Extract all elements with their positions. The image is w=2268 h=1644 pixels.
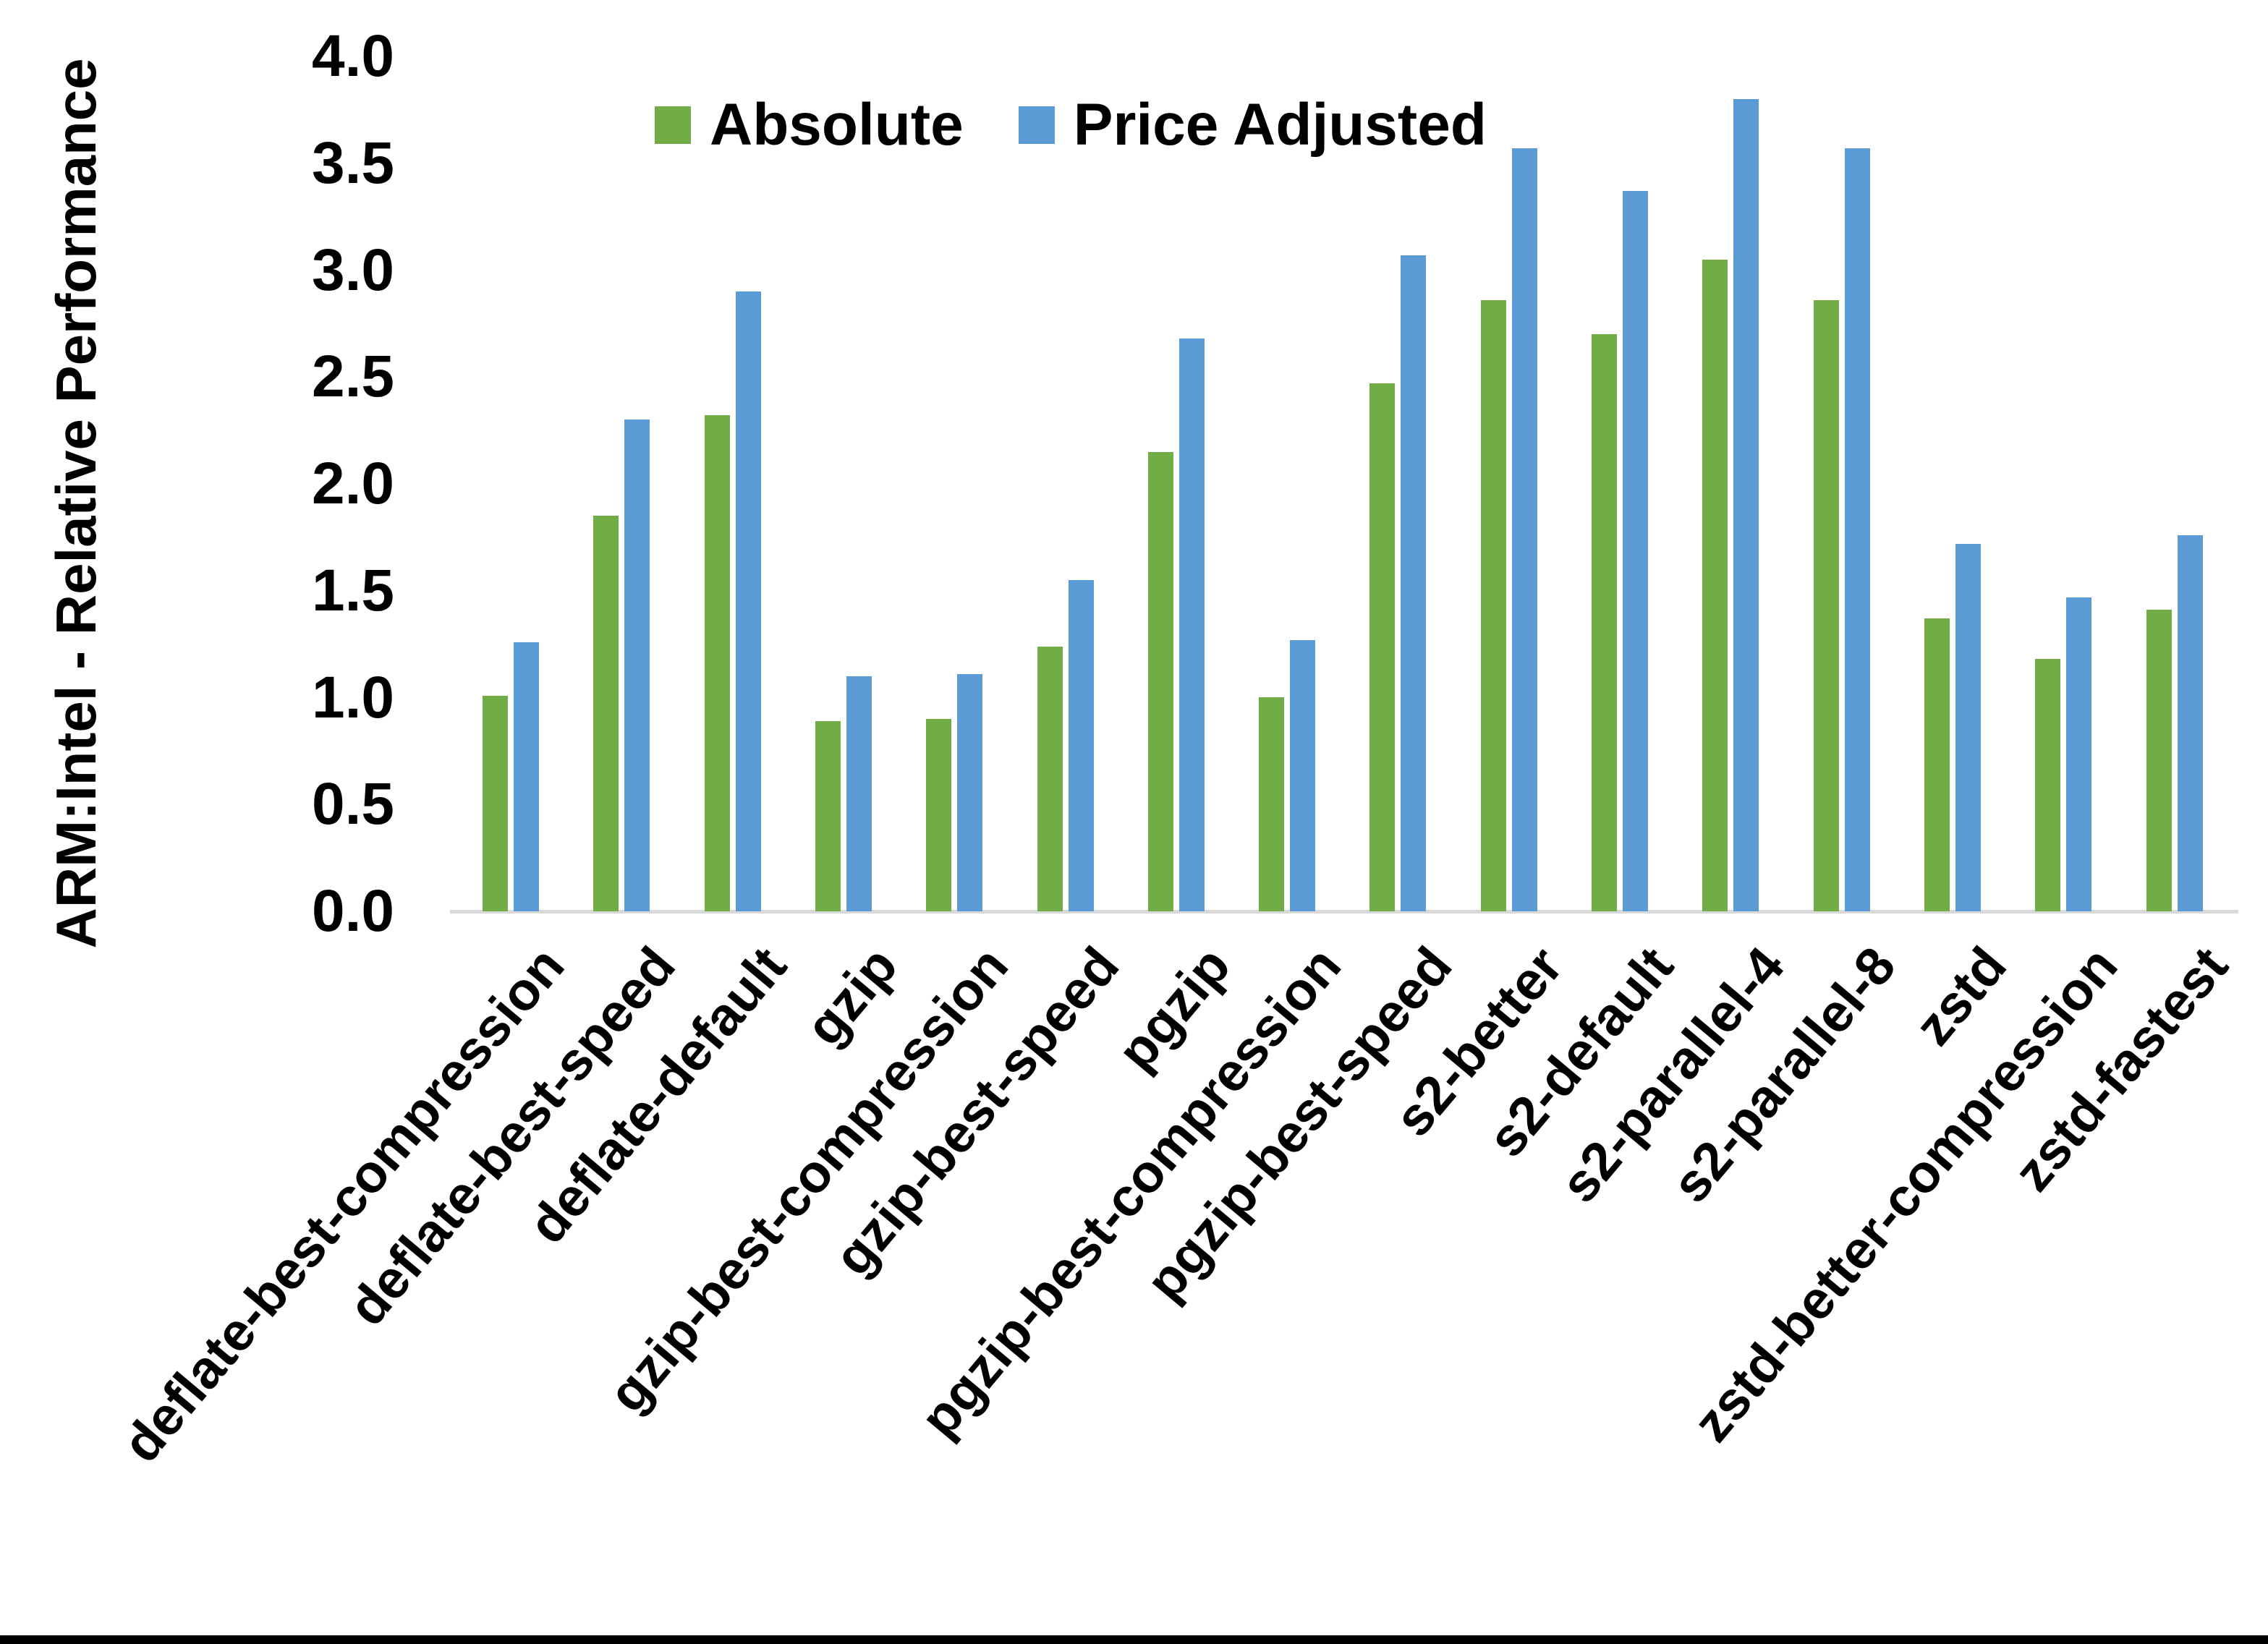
bar-absolute-s2-default [1592, 334, 1617, 911]
y-tick-label-0.5: 0.5 [312, 771, 394, 838]
bar-absolute-pgzip [1148, 452, 1173, 911]
legend-swatch-price-adjusted [1018, 106, 1055, 144]
x-axis-line [450, 910, 2238, 913]
bar-absolute-s2-parallel-8 [1814, 300, 1839, 911]
bar-price-adjusted-gzip [846, 676, 872, 911]
legend-item-absolute: Absolute [655, 93, 964, 158]
y-tick-label-3.5: 3.5 [312, 129, 394, 196]
y-tick-label-2.0: 2.0 [312, 451, 394, 516]
y-tick-label-0.0: 0.0 [312, 878, 394, 944]
bar-price-adjusted-pgzip-best-speed [1401, 255, 1426, 911]
bar-absolute-zstd [1924, 618, 1950, 911]
y-tick-label-1.5: 1.5 [312, 557, 394, 623]
bar-price-adjusted-s2-parallel-4 [1733, 99, 1759, 911]
bar-price-adjusted-pgzip-best-compression [1290, 640, 1315, 911]
bar-price-adjusted-deflate-best-compression [514, 642, 539, 911]
y-tick-label-1.0: 1.0 [312, 664, 394, 731]
bar-absolute-pgzip-best-speed [1369, 383, 1395, 911]
bar-absolute-deflate-best-speed [593, 516, 619, 911]
y-axis-title: ARM:Intel - Relative Performance [44, 58, 108, 949]
legend-item-price-adjusted: Price Adjusted [1018, 92, 1487, 158]
bar-absolute-s2-better [1481, 300, 1506, 911]
bar-absolute-gzip-best-compression [926, 719, 951, 911]
bar-absolute-s2-parallel-4 [1702, 260, 1728, 911]
bar-absolute-zstd-better-compression [2035, 659, 2060, 911]
bar-absolute-gzip-best-speed [1037, 647, 1063, 911]
bar-price-adjusted-zstd [1955, 544, 1981, 911]
y-tick-label-4.0: 4.0 [312, 23, 394, 89]
bottom-border [0, 1635, 2268, 1644]
bar-absolute-zstd-fastest [2146, 610, 2172, 911]
bar-price-adjusted-s2-better [1512, 148, 1537, 911]
y-tick-label-2.5: 2.5 [312, 344, 394, 410]
bar-price-adjusted-deflate-default [736, 291, 761, 911]
bar-price-adjusted-gzip-best-compression [957, 674, 982, 911]
bar-absolute-deflate-default [705, 415, 730, 911]
bar-price-adjusted-s2-default [1623, 191, 1648, 911]
bar-absolute-deflate-best-compression [483, 696, 508, 911]
legend: Absolute Price Adjusted [655, 93, 1487, 158]
legend-label-price-adjusted: Price Adjusted [1073, 92, 1487, 158]
legend-label-absolute: Absolute [710, 92, 964, 158]
legend-swatch-absolute [655, 106, 691, 144]
bar-price-adjusted-zstd-fastest [2178, 535, 2203, 911]
bar-price-adjusted-pgzip [1179, 338, 1205, 911]
bar-absolute-pgzip-best-compression [1259, 697, 1284, 911]
bar-price-adjusted-gzip-best-speed [1069, 580, 1094, 911]
bar-price-adjusted-deflate-best-speed [624, 419, 650, 911]
x-label-deflate-best-compression: deflate-best-compression [111, 935, 577, 1473]
bar-absolute-gzip [815, 721, 841, 911]
bar-price-adjusted-s2-parallel-8 [1845, 148, 1870, 911]
bar-price-adjusted-zstd-better-compression [2066, 597, 2091, 911]
y-tick-label-3.0: 3.0 [312, 237, 394, 303]
